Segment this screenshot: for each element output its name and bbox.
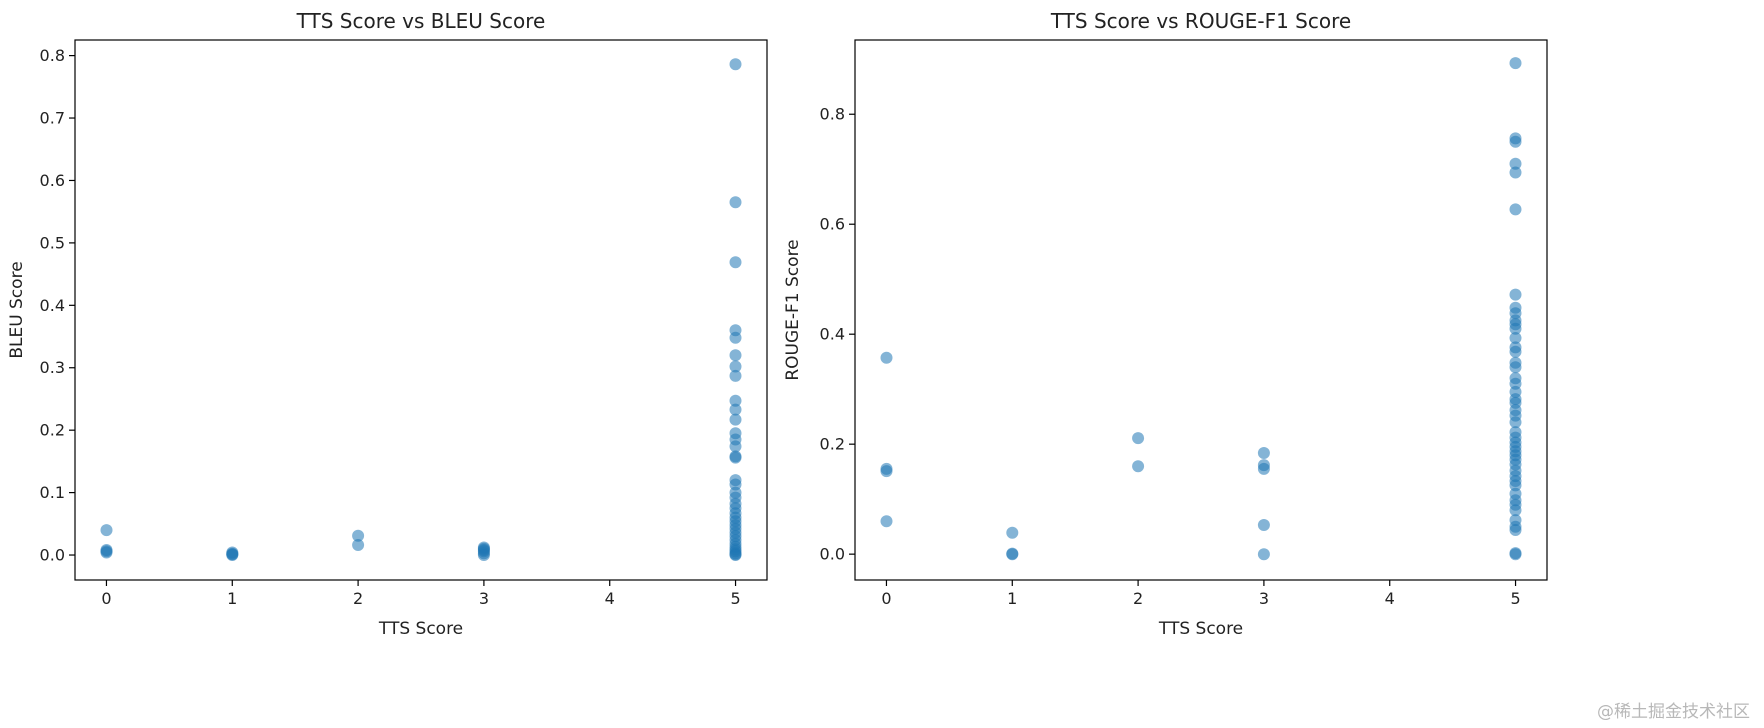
data-point — [1509, 157, 1522, 170]
data-point — [729, 369, 742, 382]
data-point — [1257, 519, 1270, 531]
x-tick-label: 5 — [1510, 589, 1520, 608]
data-point — [1509, 524, 1522, 536]
data-point — [1509, 57, 1522, 70]
x-tick-label: 2 — [353, 589, 363, 608]
y-tick-label: 0.3 — [40, 358, 65, 377]
x-tick-label: 4 — [1385, 589, 1395, 608]
data-point — [1509, 345, 1522, 358]
data-point — [1509, 166, 1522, 179]
data-point — [352, 539, 365, 551]
y-axis-label: BLEU Score — [7, 261, 27, 358]
x-tick-label: 4 — [605, 589, 615, 608]
y-tick-label: 0.6 — [40, 171, 65, 190]
y-tick-label: 0.2 — [40, 421, 65, 440]
data-point — [1257, 447, 1270, 459]
chart-panel-1: 0 1 2 3 4 5 0.0 0.1 0.2 0.3 0.4 0.5 0.6 0.7 0.8 TTS Sco… — [7, 9, 768, 639]
plot-frame — [854, 39, 1548, 581]
y-tick-label: 0.6 — [820, 215, 845, 234]
data-point — [729, 451, 742, 464]
x-axis-label: TTS Score — [1158, 619, 1243, 639]
data-point — [880, 515, 893, 528]
data-point — [729, 196, 742, 209]
chart-title: TTS Score vs ROUGE-F1 Score — [1050, 9, 1351, 33]
data-point — [1257, 462, 1270, 475]
data-point — [729, 394, 742, 407]
data-point — [1509, 548, 1522, 561]
y-tick-label: 0.2 — [820, 435, 845, 454]
data-point — [729, 58, 742, 71]
data-point — [729, 331, 742, 344]
y-tick-label: 0.4 — [40, 296, 65, 315]
x-axis-label: TTS Score — [378, 619, 463, 639]
data-point — [880, 351, 893, 364]
data-point — [1509, 479, 1522, 492]
data-point — [100, 524, 113, 537]
data-point — [1006, 526, 1019, 539]
y-tick-label: 0.5 — [40, 233, 65, 252]
data-point — [1509, 332, 1522, 344]
chart-panel-2: 0 1 2 3 4 5 0.0 0.2 0.4 0.6 0.8 TTS Score vs ROUGE-… — [783, 9, 1548, 639]
x-tick-label: 5 — [730, 589, 740, 608]
data-point — [477, 549, 490, 561]
data-point — [1509, 135, 1522, 148]
data-point — [226, 549, 239, 561]
data-point — [1509, 377, 1522, 390]
x-tick-label: 1 — [1007, 589, 1017, 608]
data-point — [1509, 288, 1522, 301]
data-point — [729, 360, 742, 373]
data-point — [729, 349, 742, 362]
data-point — [1509, 504, 1522, 517]
y-axis-label: ROUGE-F1 Score — [783, 239, 803, 380]
data-point — [729, 403, 742, 416]
watermark-text: @稀土掘金技术社区 — [1597, 702, 1750, 722]
y-tick-label: 0.8 — [820, 105, 845, 124]
data-point — [880, 465, 893, 478]
data-point — [729, 549, 742, 561]
y-tick-label: 0.1 — [40, 483, 65, 502]
x-tick-label: 0 — [881, 589, 891, 608]
y-tick-label: 0.0 — [820, 545, 845, 564]
data-point — [100, 546, 113, 559]
x-tick-label: 3 — [479, 589, 489, 608]
x-tick-label: 3 — [1259, 589, 1269, 608]
x-tick-label: 2 — [1133, 589, 1143, 608]
plot-frame — [74, 39, 768, 581]
data-point — [1509, 322, 1522, 335]
data-point — [1006, 548, 1019, 561]
data-point — [1509, 361, 1522, 374]
data-point — [729, 256, 742, 269]
y-tick-label: 0.7 — [40, 109, 65, 128]
x-tick-label: 1 — [227, 589, 237, 608]
y-tick-label: 0.0 — [40, 546, 65, 565]
y-tick-label: 0.8 — [40, 46, 65, 65]
data-point — [729, 440, 742, 453]
data-point — [1509, 416, 1522, 429]
x-tick-label: 0 — [101, 589, 111, 608]
data-point — [1257, 548, 1270, 561]
data-point — [729, 413, 742, 426]
y-tick-label: 0.4 — [820, 325, 845, 344]
data-point — [1509, 203, 1522, 216]
data-point — [1132, 432, 1145, 445]
chart-title: TTS Score vs BLEU Score — [296, 9, 546, 33]
data-point — [1132, 460, 1145, 473]
data-point — [352, 529, 365, 542]
